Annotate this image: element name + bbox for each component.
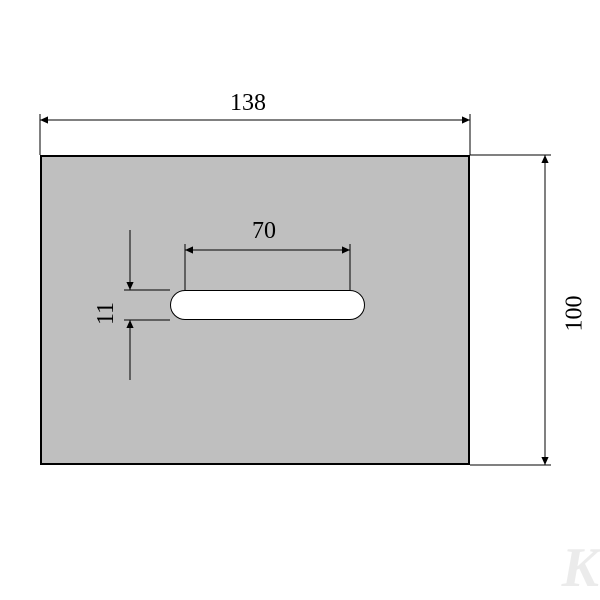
watermark: K	[562, 536, 596, 600]
dimension-width-label: 138	[230, 90, 266, 117]
drawing-canvas: 138 100 70 11 K	[0, 0, 600, 600]
dimension-height-label: 100	[562, 296, 589, 332]
dimension-slot-length-label: 70	[252, 218, 276, 245]
dimension-slot-height-label: 11	[93, 302, 120, 325]
slot-cutout	[170, 290, 365, 320]
